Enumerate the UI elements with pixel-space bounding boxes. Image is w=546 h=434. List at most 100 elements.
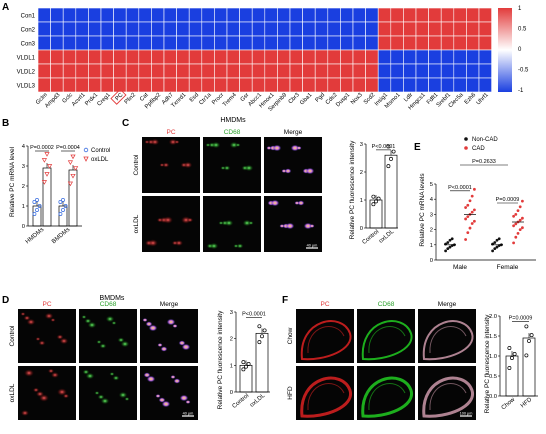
colorbar [498,8,512,92]
heatmap-cell [176,77,190,93]
highlight-box-pc [110,88,127,105]
heatmap-cell [113,7,127,23]
tissue-outline [422,376,474,418]
heatmap-cell [100,77,114,93]
cell-blob [94,391,100,395]
heatmap-cell [100,35,114,51]
bar-control [32,205,42,227]
cell-blob [183,161,193,169]
data-point [389,156,393,161]
heatmap-cell [466,35,480,51]
heatmap-cell [214,7,228,23]
micrograph-row-label: Control [9,325,16,347]
heatmap-cell [113,49,127,65]
heatmap-cell [151,35,165,51]
heatmap-cell [352,21,366,37]
heatmap-cell [314,21,329,37]
heatmap-cell [176,21,190,37]
heatmap-cell [440,7,455,23]
cell-blob [47,368,55,374]
micrograph-column-header: Merge [284,129,303,136]
scale-bar-label: 100 μm [460,412,473,416]
heatmap-cell [138,77,152,93]
colorbar-ticks: 1 0.5 0 -0.5 -1 [518,6,529,94]
heatmap-cell [415,63,429,79]
data-point-cad [468,199,472,203]
heatmap-cell [151,21,165,37]
y-tick-label: 0.5 [489,374,497,380]
cell-blob [112,375,120,381]
cell-blob [59,337,69,345]
y-tick-label: 4 [430,197,434,203]
heatmap-cell [138,7,152,23]
data-point-cad [464,238,467,241]
y-tick-label: 0 [230,390,233,396]
heatmap-cell [365,21,379,37]
heatmap-cell [163,63,177,79]
data-point [257,324,262,329]
cell-blob [142,318,148,322]
data-point-cad [470,194,474,198]
x-tick-label: Female [497,264,519,271]
heatmap-cell [403,35,417,51]
panel-label-f: F [282,295,288,306]
heatmap-cell [365,63,379,79]
heatmap-cell [138,21,152,37]
heatmap-cell [163,35,177,51]
x-tick-label: Chow [501,397,517,412]
y-tick-label: 0 [22,224,25,230]
heatmap-cell [163,21,177,37]
data-point [386,144,391,149]
data-point [257,340,262,345]
heatmap-cell [251,49,266,65]
cell-blob [224,219,234,227]
legend-marker-control [83,147,89,153]
heatmap-cell [176,63,190,79]
heatmap-cell [453,63,467,79]
heatmap-gene-label: Ezh6 [464,92,478,106]
heatmap-cell [125,49,140,65]
micrograph-column-header: PC [42,301,51,308]
data-point-cad [516,232,520,235]
heatmap-cell [251,77,266,93]
heatmap-cell [163,49,177,65]
cell-blob [178,340,186,346]
heatmap-cell [251,35,266,51]
heatmap-cell [75,21,89,37]
heatmap-cell [125,63,140,79]
heatmap-cell [188,35,203,51]
data-point-non-cad [497,237,501,241]
heatmap-cell [352,35,366,51]
y-tick-label: 0 [360,226,363,232]
data-point [260,334,264,339]
heatmap-row-label: Con1 [21,14,36,20]
cell-blob [117,337,125,343]
colorbar-tick-label: -0.5 [518,68,529,74]
heatmap-row-label: VLDL2 [17,70,36,76]
cell-blob [96,340,102,344]
heatmap-cell [390,77,404,93]
heatmap-row-label: Con2 [21,28,36,34]
cell-blob [39,394,49,402]
data-point-oxldl [67,181,74,187]
legend-label-control: Control [91,148,110,154]
p-value-label: P=0.0002 [30,145,54,151]
bar-hfd [522,337,536,397]
heatmap-cell [264,7,278,23]
heatmap-gene-label: Creg1 [96,92,111,107]
heatmap-cell [352,63,366,79]
data-point-non-cad [446,241,450,244]
p-value-label: P<0.0001 [372,144,396,150]
data-point-cad [512,214,515,218]
cell-blob [21,410,29,416]
heatmap-cell [478,63,492,79]
heatmap-cell [302,77,316,93]
data-point-non-cad [495,238,499,242]
cell-blob [181,343,191,351]
cell-blob [175,240,183,246]
heatmap-cell [365,77,379,93]
cell-blob [50,318,56,322]
heatmap-cell [264,35,278,51]
heatmap-cell [428,35,442,51]
